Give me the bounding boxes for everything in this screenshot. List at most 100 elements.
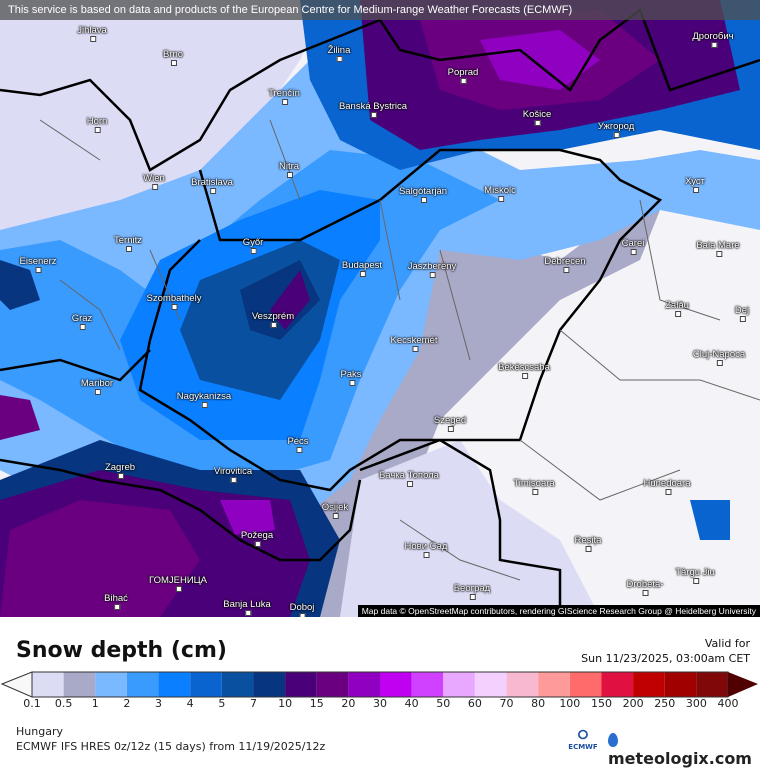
legend-tick-label: 10 [278,697,293,710]
legend-tick-label: 300 [685,697,707,710]
city-label: Salgótarján [398,186,448,203]
city-label: Hunedoara [643,478,691,495]
legend-tick-label: 1 [91,697,99,710]
city-label: Нови Сад [404,541,448,558]
valid-label: Valid for [704,637,750,650]
snow-zone-light-west [0,0,330,240]
legend-swatch [664,672,697,697]
legend-tick-label: 200 [622,697,644,710]
city-label: Baia Mare [696,240,740,257]
legend-swatch [538,672,570,697]
city-label: Ternitz [114,235,142,252]
map-attribution: Map data © OpenStreetMap contributors, r… [357,605,760,617]
legend-swatch [190,672,222,697]
legend-swatch [569,672,602,697]
city-label: Хуст [685,176,705,193]
country-borders [0,7,760,617]
legend-tick-label: 80 [531,697,546,710]
legend-tick-label: 20 [341,697,356,710]
city-label: Debrecen [544,256,586,273]
city-label: Žilina [327,45,351,62]
city-label: Košice [522,109,552,126]
city-label: Zalău [665,300,689,317]
legend-tick-label: 2 [123,697,131,710]
city-label: Poprad [447,67,479,84]
city-label: Pécs [287,436,309,453]
city-label: Ужгород [597,121,635,138]
legend-tick-label: 15 [309,697,324,710]
brand-text: meteologix.com [608,749,752,768]
legend-tick-label: 0.5 [54,697,73,710]
legend-under-arrow [0,671,33,698]
legend-swatch [506,672,539,697]
meteologix-logo[interactable]: meteologix.com [608,730,760,768]
city-label: Zagreb [104,462,136,479]
legend-tick-label: 0.1 [23,697,41,710]
snow-zone-grey [300,210,660,617]
city-label: Jihlava [77,25,107,42]
city-label: Jászberény [407,261,457,278]
city-label: Miskolc [484,185,516,202]
city-label: Békéscsaba [498,362,550,379]
city-label: Doboj [289,602,315,617]
region-name: Hungary [16,725,63,738]
legend-tick-label: 150 [590,697,612,710]
city-label: Carei [621,238,645,255]
legend-swatch [633,672,665,697]
legend-swatch [285,672,317,697]
city-label: Horn [86,116,108,133]
city-label: Kecskemét [390,335,438,352]
ecmwf-logo-text: ECMWF [568,743,598,751]
meteologix-drop-icon [608,733,618,747]
city-label: Veszprém [251,311,295,328]
legend-tick-label: 100 [559,697,581,710]
legend-tick-label: 7 [249,697,257,710]
city-label: Szeged [433,415,467,432]
snow-zone-light-south [340,440,600,617]
city-label: Бачка Топола [379,470,439,487]
legend-tick-label: 70 [499,697,514,710]
city-label: Banská Bystrica [338,101,408,118]
city-label: Požega [240,530,274,547]
city-label: Graz [71,313,93,330]
legend-swatch [126,672,159,697]
city-label: Nitra [278,161,300,178]
city-label: Szombathely [146,293,202,310]
legend-swatch [443,672,475,697]
legend-swatch [63,672,96,697]
city-label: Timișoara [513,478,555,495]
city-label: Cluj-Napoca [692,349,746,366]
legend-swatch [474,672,507,697]
city-label: Paks [340,369,362,386]
legend-tick-label: 5 [218,697,226,710]
city-label: Osijek [321,502,349,519]
legend-swatch [348,672,380,697]
valid-datetime: Sun 11/23/2025, 03:00am CET [581,652,750,665]
legend-tick-label: 30 [373,697,387,710]
city-label: Drobeta- [626,579,664,596]
legend-tick-label: 250 [654,697,676,710]
city-label: Virovitica [213,466,253,483]
city-label: Maribor [80,378,114,395]
snow-zone-ne-magenta [480,30,600,90]
city-label: ГОМЈЕНИЦА [148,575,208,592]
model-run-info: ECMWF IFS HRES 0z/12z (15 days) from 11/… [16,740,326,753]
city-label: Eisenerz [19,256,57,273]
city-label: Târgu Jiu [675,567,715,584]
city-label: Дрогобич [692,31,734,48]
legend-swatch [380,672,412,697]
legend-over-arrow [728,672,758,697]
ecmwf-logo: ⭘ ECMWF [568,728,598,751]
city-label: Nagykanizsa [176,391,232,408]
map-layers [0,0,760,617]
city-label: Bihać [104,593,128,610]
legend-swatch [601,672,634,697]
snow-zone-purple-peak [270,270,310,330]
city-label: Győr [242,237,264,254]
legend-tick-label: 400 [717,697,739,710]
snow-depth-map[interactable]: Jihlava Brno Horn Wien Bratislava Trenčín Žili… [0,0,760,617]
city-label: Brno [162,49,184,66]
snow-zone-patch-east [690,500,730,540]
snow-zone-west-purple [0,395,40,440]
legend-swatch [95,672,127,697]
